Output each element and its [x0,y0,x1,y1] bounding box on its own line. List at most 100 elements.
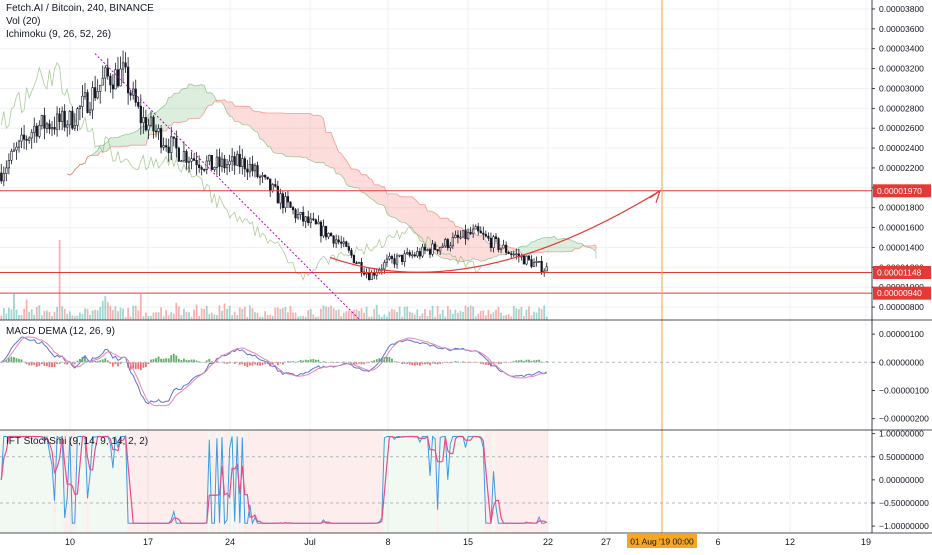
candle-down [112,85,114,89]
volume-bar [536,313,538,320]
descending-trendline [95,54,360,320]
volume-bar [356,309,358,320]
candle-down [110,76,112,85]
cloud-segment [176,93,179,122]
cloud-segment [197,85,200,118]
candle-down [135,89,137,102]
candle-down [480,231,482,233]
volume-bar [300,316,302,320]
volume-bar [498,307,500,320]
candle-down [315,220,317,224]
volume-bar [130,317,132,320]
volume-bar [76,316,78,320]
macd-histogram-bar [155,358,157,362]
volume-bar [493,312,495,320]
candle-down [356,263,358,264]
price-tick-label: 0.00002600 [879,123,924,133]
time-tick-label: 22 [543,537,553,547]
candle-down [176,138,178,148]
cloud-segment [301,113,304,157]
ift-background-band [150,430,153,533]
ift-background-band [193,430,196,533]
candle-down [437,250,439,251]
candle-down [320,222,322,236]
cloud-segment [296,113,299,157]
macd-histogram-bar [419,362,421,365]
candle-down [178,148,180,161]
cloud-segment [123,135,126,147]
ift-background-band [424,430,427,533]
cloud-segment [542,238,545,253]
candle-down [36,126,38,136]
cloud-segment [356,169,359,188]
ift-background-band [414,430,417,533]
candle-down [485,234,487,236]
volume-bar [89,315,91,320]
candle-up [358,262,360,263]
ift-background-band [373,430,376,533]
macd-histogram-bar [54,362,56,367]
candle-up [33,126,35,132]
volume-bar [163,316,165,320]
volume-bar [424,309,426,320]
candle-down [447,239,449,247]
cloud-segment [252,110,255,131]
candle-down [59,114,61,122]
macd-histogram-bar [414,362,416,365]
volume-bar [277,307,279,320]
volume-bar [447,306,449,320]
macd-histogram-bar [246,362,248,367]
ift-background-band [375,430,378,533]
candle-down [508,252,510,253]
volume-bar [178,306,180,320]
ift-background-band [261,430,264,533]
volume-bar [333,308,335,320]
cloud-segment [549,237,552,252]
ift-tick-label: −0.50000000 [879,498,929,508]
volume-bar [482,311,484,320]
candle-up [79,107,81,109]
candle-up [493,237,495,248]
macd-histogram-bar [297,361,299,362]
volume-bar [465,305,467,320]
ift-background-band [358,430,361,533]
volume-bar [104,296,106,320]
candle-down [274,184,276,186]
candle-down [26,139,28,140]
volume-bar [49,312,51,320]
volume-bar [137,310,139,320]
volume-bar [510,316,512,320]
candle-up [259,177,261,178]
ift-tick-label: 1.00000000 [879,429,924,439]
cloud-segment [364,175,367,195]
cloud-segment [427,211,430,249]
candle-up [214,167,216,169]
volume-bar [442,310,444,320]
ift-background-band [403,430,406,533]
volume-bar [290,306,292,320]
cloud-segment [237,106,240,122]
volume-bar [155,312,157,320]
candle-up [546,267,548,271]
volume-bar [404,307,406,320]
volume-bar [23,309,25,320]
macd-histogram-bar [244,362,246,366]
candle-down [477,227,479,231]
cloud-segment [136,130,139,145]
volume-bar [191,317,193,320]
candle-up [450,246,452,248]
volume-bar [434,317,436,320]
time-tick-label: 6 [715,537,720,547]
cloud-segment [400,196,403,222]
volume-bar [312,315,314,320]
volume-bar [109,306,111,320]
ift-background-band [279,430,282,533]
volume-bar [203,309,205,320]
volume-bar [18,315,20,320]
candle-down [54,127,56,129]
cloud-segment [407,197,410,226]
cloud-segment [202,85,205,116]
macd-line [1,337,546,404]
